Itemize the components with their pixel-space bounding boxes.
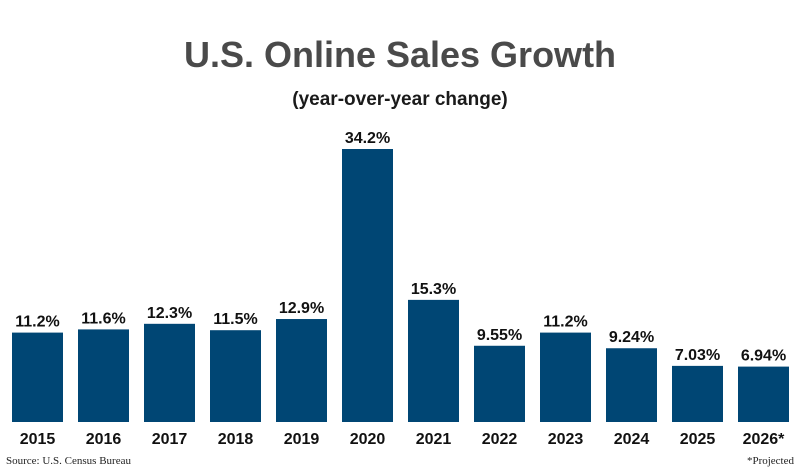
bar-2021	[408, 299, 459, 422]
bar-2017	[144, 323, 195, 422]
projected-note: *Projected	[746, 455, 794, 467]
value-label: 9.24%	[609, 329, 654, 346]
bar-2025	[672, 365, 723, 422]
value-label: 15.3%	[411, 281, 456, 298]
value-label: 11.2%	[543, 314, 587, 331]
x-tick-label: 2024	[614, 431, 650, 448]
bar-2026*	[738, 366, 789, 422]
bar-2023	[540, 332, 591, 422]
value-label: 11.2%	[15, 314, 59, 331]
x-tick-label: 2021	[416, 431, 452, 448]
bar-2020	[342, 149, 393, 422]
value-label: 11.5%	[213, 311, 257, 328]
value-label: 12.3%	[147, 305, 192, 322]
x-tick-label: 2017	[152, 431, 188, 448]
value-label: 7.03%	[675, 347, 720, 364]
x-tick-labels-group: 2015 2016 2017 2018 2019 2020 2021 2022 2023 2024…	[20, 431, 785, 448]
bar-2015	[12, 332, 63, 422]
source-note: Source: U.S. Census Bureau	[6, 455, 131, 467]
bar-2018	[210, 330, 261, 422]
x-tick-label: 2016	[86, 431, 122, 448]
chart-subtitle: (year-over-year change)	[292, 89, 508, 110]
bar-2022	[474, 345, 525, 422]
x-tick-label: 2025	[680, 431, 716, 448]
value-label: 12.9%	[279, 300, 324, 317]
x-tick-label: 2018	[218, 431, 254, 448]
value-labels-group: 11.2% 11.6% 12.3% 11.5% 12.9% 34.2% 15.3% 9.55%…	[15, 130, 786, 365]
bars-group	[12, 149, 789, 422]
x-tick-label: 2026*	[743, 431, 786, 448]
bar-2016	[78, 329, 129, 422]
x-tick-label: 2020	[350, 431, 386, 448]
value-label: 34.2%	[345, 130, 390, 147]
bar-2024	[606, 348, 657, 422]
chart-title: U.S. Online Sales Growth	[183, 34, 617, 75]
value-label: 9.55%	[477, 327, 522, 344]
x-tick-label: 2022	[482, 431, 518, 448]
value-label: 6.94%	[741, 348, 786, 365]
value-label: 11.6%	[81, 310, 125, 327]
bar-2019	[276, 319, 327, 422]
x-tick-label: 2019	[284, 431, 320, 448]
x-tick-label: 2023	[548, 431, 584, 448]
x-tick-label: 2015	[20, 431, 56, 448]
